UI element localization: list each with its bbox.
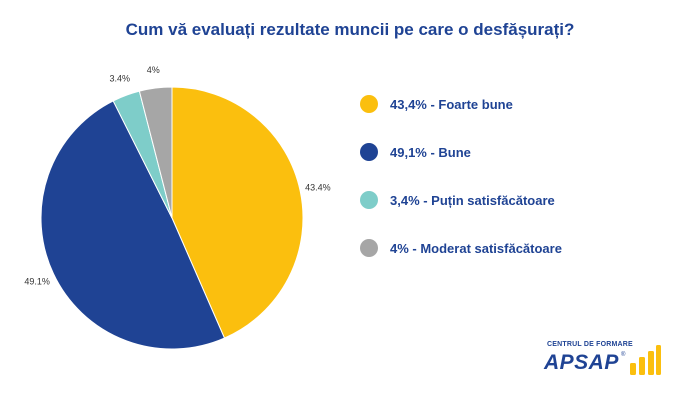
pie-slice: [138, 86, 173, 219]
slice-data-label: 4%: [147, 65, 160, 75]
legend-label: 4% - Moderat satisfăcătoare: [390, 240, 562, 256]
logo-registered-mark: ®: [621, 352, 626, 358]
slice-data-label: 49.1%: [24, 276, 50, 286]
legend-swatch: [360, 143, 378, 161]
legend-swatch: [360, 95, 378, 113]
chart-title: Cum vă evaluați rezultate muncii pe care…: [125, 20, 575, 39]
legend-item-moderat-satisfacatoare: 4% - Moderat satisfăcătoare: [360, 239, 562, 257]
pie-slices: [40, 86, 304, 350]
pie-slice: [40, 100, 226, 350]
legend-label: 3,4% - Puțin satisfăcătoare: [390, 192, 555, 208]
pie-slice: [171, 86, 304, 339]
legend-label: 43,4% - Foarte bune: [390, 96, 513, 112]
legend-label: 49,1% - Bune: [390, 144, 471, 160]
pie-labels: 43.4% 49.1% 3.4% 4%: [24, 65, 330, 286]
legend-item-bune: 49,1% - Bune: [360, 143, 471, 161]
apsap-logo: CENTRUL DE FORMARE APSAP ®: [544, 338, 664, 378]
logo-wordmark: APSAP: [544, 351, 619, 374]
legend-item-foarte-bune: 43,4% - Foarte bune: [360, 95, 513, 113]
legend-swatch: [360, 191, 378, 209]
legend-swatch: [360, 239, 378, 257]
legend-item-putin-satisfacatoare: 3,4% - Puțin satisfăcătoare: [360, 191, 555, 209]
slice-data-label: 43.4%: [305, 183, 331, 193]
slice-data-label: 3.4%: [109, 73, 130, 83]
bar-chart-icon: [630, 345, 661, 375]
logo-subtitle: CENTRUL DE FORMARE: [547, 341, 633, 348]
